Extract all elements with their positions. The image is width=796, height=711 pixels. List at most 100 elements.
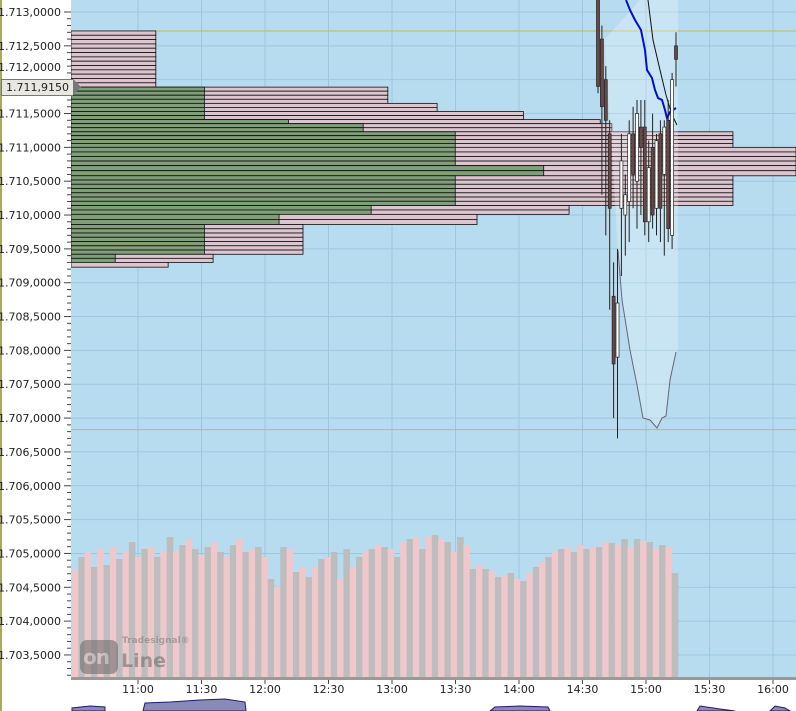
- profile-sell-row: [70, 82, 157, 88]
- price-label: 1.704,0000: [0, 615, 61, 628]
- volume-bar: [198, 555, 205, 677]
- profile-buy-row: [70, 94, 205, 100]
- profile-buy-row: [70, 160, 456, 167]
- volume-bar: [532, 567, 540, 677]
- price-label: 1.706,0000: [0, 480, 61, 493]
- volume-bar: [135, 557, 142, 677]
- volume-bar: [393, 557, 401, 677]
- volume-bar: [324, 557, 332, 677]
- candle-body: [674, 45, 678, 60]
- volume-bar: [671, 573, 679, 677]
- volume-bar: [72, 570, 79, 677]
- volume-bar: [141, 549, 149, 677]
- tradesignal-online-logo: on Line Tradesignal®: [80, 634, 190, 676]
- candle-body: [611, 295, 616, 365]
- volume-bar: [229, 545, 237, 677]
- candle-body: [596, 0, 600, 87]
- profile-buy-row: [70, 200, 456, 206]
- volume-bar: [330, 552, 338, 677]
- profile-buy-row: [70, 111, 205, 116]
- price-label: 1.705,0000: [0, 547, 61, 560]
- volume-bar: [204, 547, 212, 677]
- price-label: 1.713,0000: [0, 6, 61, 19]
- profile-sell-row: [70, 65, 157, 71]
- logo-box: [80, 640, 118, 674]
- volume-bar: [539, 562, 546, 677]
- candle-body: [635, 113, 639, 182]
- volume-bar: [154, 557, 161, 677]
- profile-buy-row: [70, 156, 456, 162]
- profile-buy-row: [70, 139, 456, 144]
- price-axis[interactable]: 1.713,0000 1.712,5000 1.712,0000 1.711,5000…: [0, 6, 71, 676]
- volume-bar: [501, 575, 508, 677]
- profile-buy-row: [70, 123, 364, 129]
- envelope-lower-line: [617, 249, 677, 429]
- volume-bar: [482, 569, 489, 677]
- volume-bar: [602, 542, 609, 677]
- current-price-marker: 1.711,9150: [1, 79, 81, 96]
- profile-sell-row: [70, 60, 157, 66]
- navigator-strip[interactable]: [71, 698, 791, 711]
- price-label: 1.710,0000: [0, 209, 61, 222]
- candlesticks: [596, 0, 678, 439]
- volume-bar: [368, 549, 376, 677]
- logo-on-text: on: [83, 645, 110, 669]
- volume-bar: [78, 557, 85, 677]
- profile-buy-row: [70, 219, 280, 225]
- volume-bar: [545, 557, 553, 677]
- profile-buy-row: [70, 165, 545, 172]
- price-label: 1.712,5000: [0, 40, 61, 53]
- volume-bar: [261, 557, 268, 677]
- price-label: 1.711,5000: [0, 108, 61, 121]
- level-lines: [71, 30, 796, 431]
- volume-bar: [425, 537, 433, 677]
- navigator-volume-area: [71, 698, 791, 711]
- time-label: 14:00: [503, 683, 535, 696]
- profile-buy-row: [70, 175, 456, 181]
- volume-bar: [589, 547, 597, 677]
- candle-body: [623, 194, 628, 216]
- volume-bar: [457, 537, 464, 677]
- time-label: 15:30: [694, 683, 726, 696]
- volume-bar: [166, 537, 174, 677]
- volume-bar: [513, 579, 521, 677]
- time-axis[interactable]: 11:00 11:30 12:00 12:30 13:00 13:30 14:00 14:30…: [122, 680, 789, 696]
- profile-buy-row: [70, 213, 280, 220]
- profile-buy-row: [70, 188, 456, 194]
- volume-bar: [84, 552, 92, 677]
- time-label: 13:30: [440, 683, 472, 696]
- profile-buy-row: [70, 98, 205, 104]
- volume-bar: [116, 559, 123, 677]
- profile-buy-row: [70, 143, 456, 148]
- volume-bar: [236, 539, 243, 677]
- candle-body: [658, 133, 663, 209]
- price-label: 1.703,5000: [0, 649, 61, 662]
- volume-bars: [72, 535, 679, 677]
- volume-bar: [299, 567, 306, 677]
- volume-bar: [292, 572, 300, 677]
- volume-bar: [305, 577, 313, 677]
- profile-buy-row: [70, 146, 456, 153]
- volume-bar: [173, 552, 180, 677]
- volume-bar: [97, 549, 104, 677]
- volume-bar: [90, 567, 98, 677]
- profile-buy-row: [70, 86, 205, 92]
- profile-buy-row: [70, 135, 456, 140]
- candle-body: [631, 133, 635, 175]
- volume-bar: [356, 557, 363, 677]
- time-label: 12:30: [313, 683, 345, 696]
- candle-body: [642, 126, 647, 223]
- price-label: 1.709,0000: [0, 277, 61, 290]
- volume-bar: [621, 539, 628, 677]
- profile-buy-row: [70, 209, 372, 215]
- volume-bar: [255, 547, 262, 677]
- volume-bar: [640, 541, 647, 677]
- profile-buy-row: [70, 196, 456, 202]
- volume-bar: [280, 547, 287, 677]
- profile-sell-row: [70, 39, 157, 45]
- volume-bar: [406, 539, 414, 677]
- volume-bar: [652, 549, 660, 677]
- profile-sell-row: [70, 78, 157, 84]
- volume-bar: [274, 587, 281, 677]
